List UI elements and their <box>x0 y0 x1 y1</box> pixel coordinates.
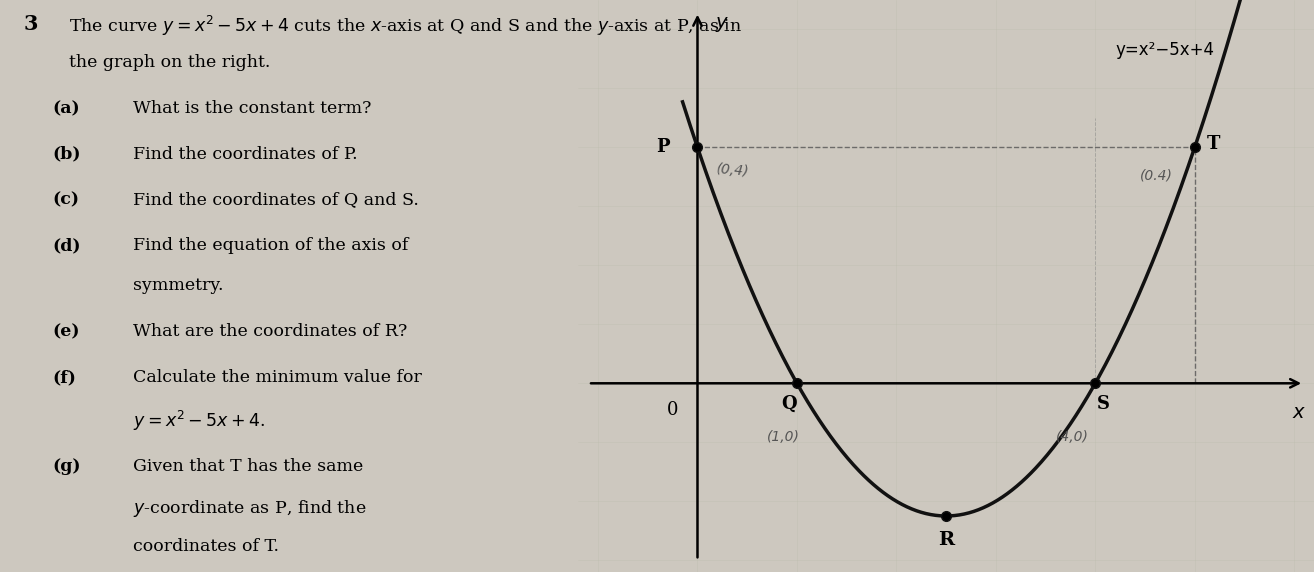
Text: Given that T has the same: Given that T has the same <box>133 458 363 475</box>
Text: 0: 0 <box>668 401 678 419</box>
Text: Find the coordinates of P.: Find the coordinates of P. <box>133 146 357 163</box>
Text: $y$: $y$ <box>715 15 729 34</box>
Text: Find the coordinates of Q and S.: Find the coordinates of Q and S. <box>133 192 419 209</box>
Text: T: T <box>1206 136 1219 153</box>
Text: (a): (a) <box>53 100 80 117</box>
Text: (e): (e) <box>53 323 80 340</box>
Text: What is the constant term?: What is the constant term? <box>133 100 372 117</box>
Text: The curve $y = x^2 - 5x + 4$ cuts the $x$-axis at Q and S and the $y$-axis at P,: The curve $y = x^2 - 5x + 4$ cuts the $x… <box>70 14 742 38</box>
Text: 3: 3 <box>24 14 38 34</box>
Text: Find the equation of the axis of: Find the equation of the axis of <box>133 237 409 255</box>
Text: (1,0): (1,0) <box>767 431 800 444</box>
Text: (d): (d) <box>53 237 80 255</box>
Text: Q: Q <box>781 395 796 413</box>
Text: P: P <box>656 138 670 156</box>
Text: R: R <box>938 531 954 549</box>
Text: (0.4): (0.4) <box>1141 168 1173 182</box>
Text: S: S <box>1097 395 1110 413</box>
Text: (c): (c) <box>53 192 79 209</box>
Text: $y = x^2 - 5x + 4$.: $y = x^2 - 5x + 4$. <box>133 409 265 433</box>
Text: What are the coordinates of R?: What are the coordinates of R? <box>133 323 407 340</box>
Text: coordinates of T.: coordinates of T. <box>133 538 279 555</box>
Text: $y$-coordinate as P, find the: $y$-coordinate as P, find the <box>133 498 367 519</box>
Text: (g): (g) <box>53 458 80 475</box>
Text: (0,4): (0,4) <box>715 162 749 179</box>
Text: the graph on the right.: the graph on the right. <box>70 54 271 72</box>
Text: symmetry.: symmetry. <box>133 277 223 295</box>
Text: (b): (b) <box>53 146 80 163</box>
Text: Calculate the minimum value for: Calculate the minimum value for <box>133 369 422 386</box>
Text: y=x²−5x+4: y=x²−5x+4 <box>1116 41 1214 59</box>
Text: (4,0): (4,0) <box>1055 431 1088 444</box>
Text: $x$: $x$ <box>1292 404 1306 422</box>
Text: (f): (f) <box>53 369 76 386</box>
